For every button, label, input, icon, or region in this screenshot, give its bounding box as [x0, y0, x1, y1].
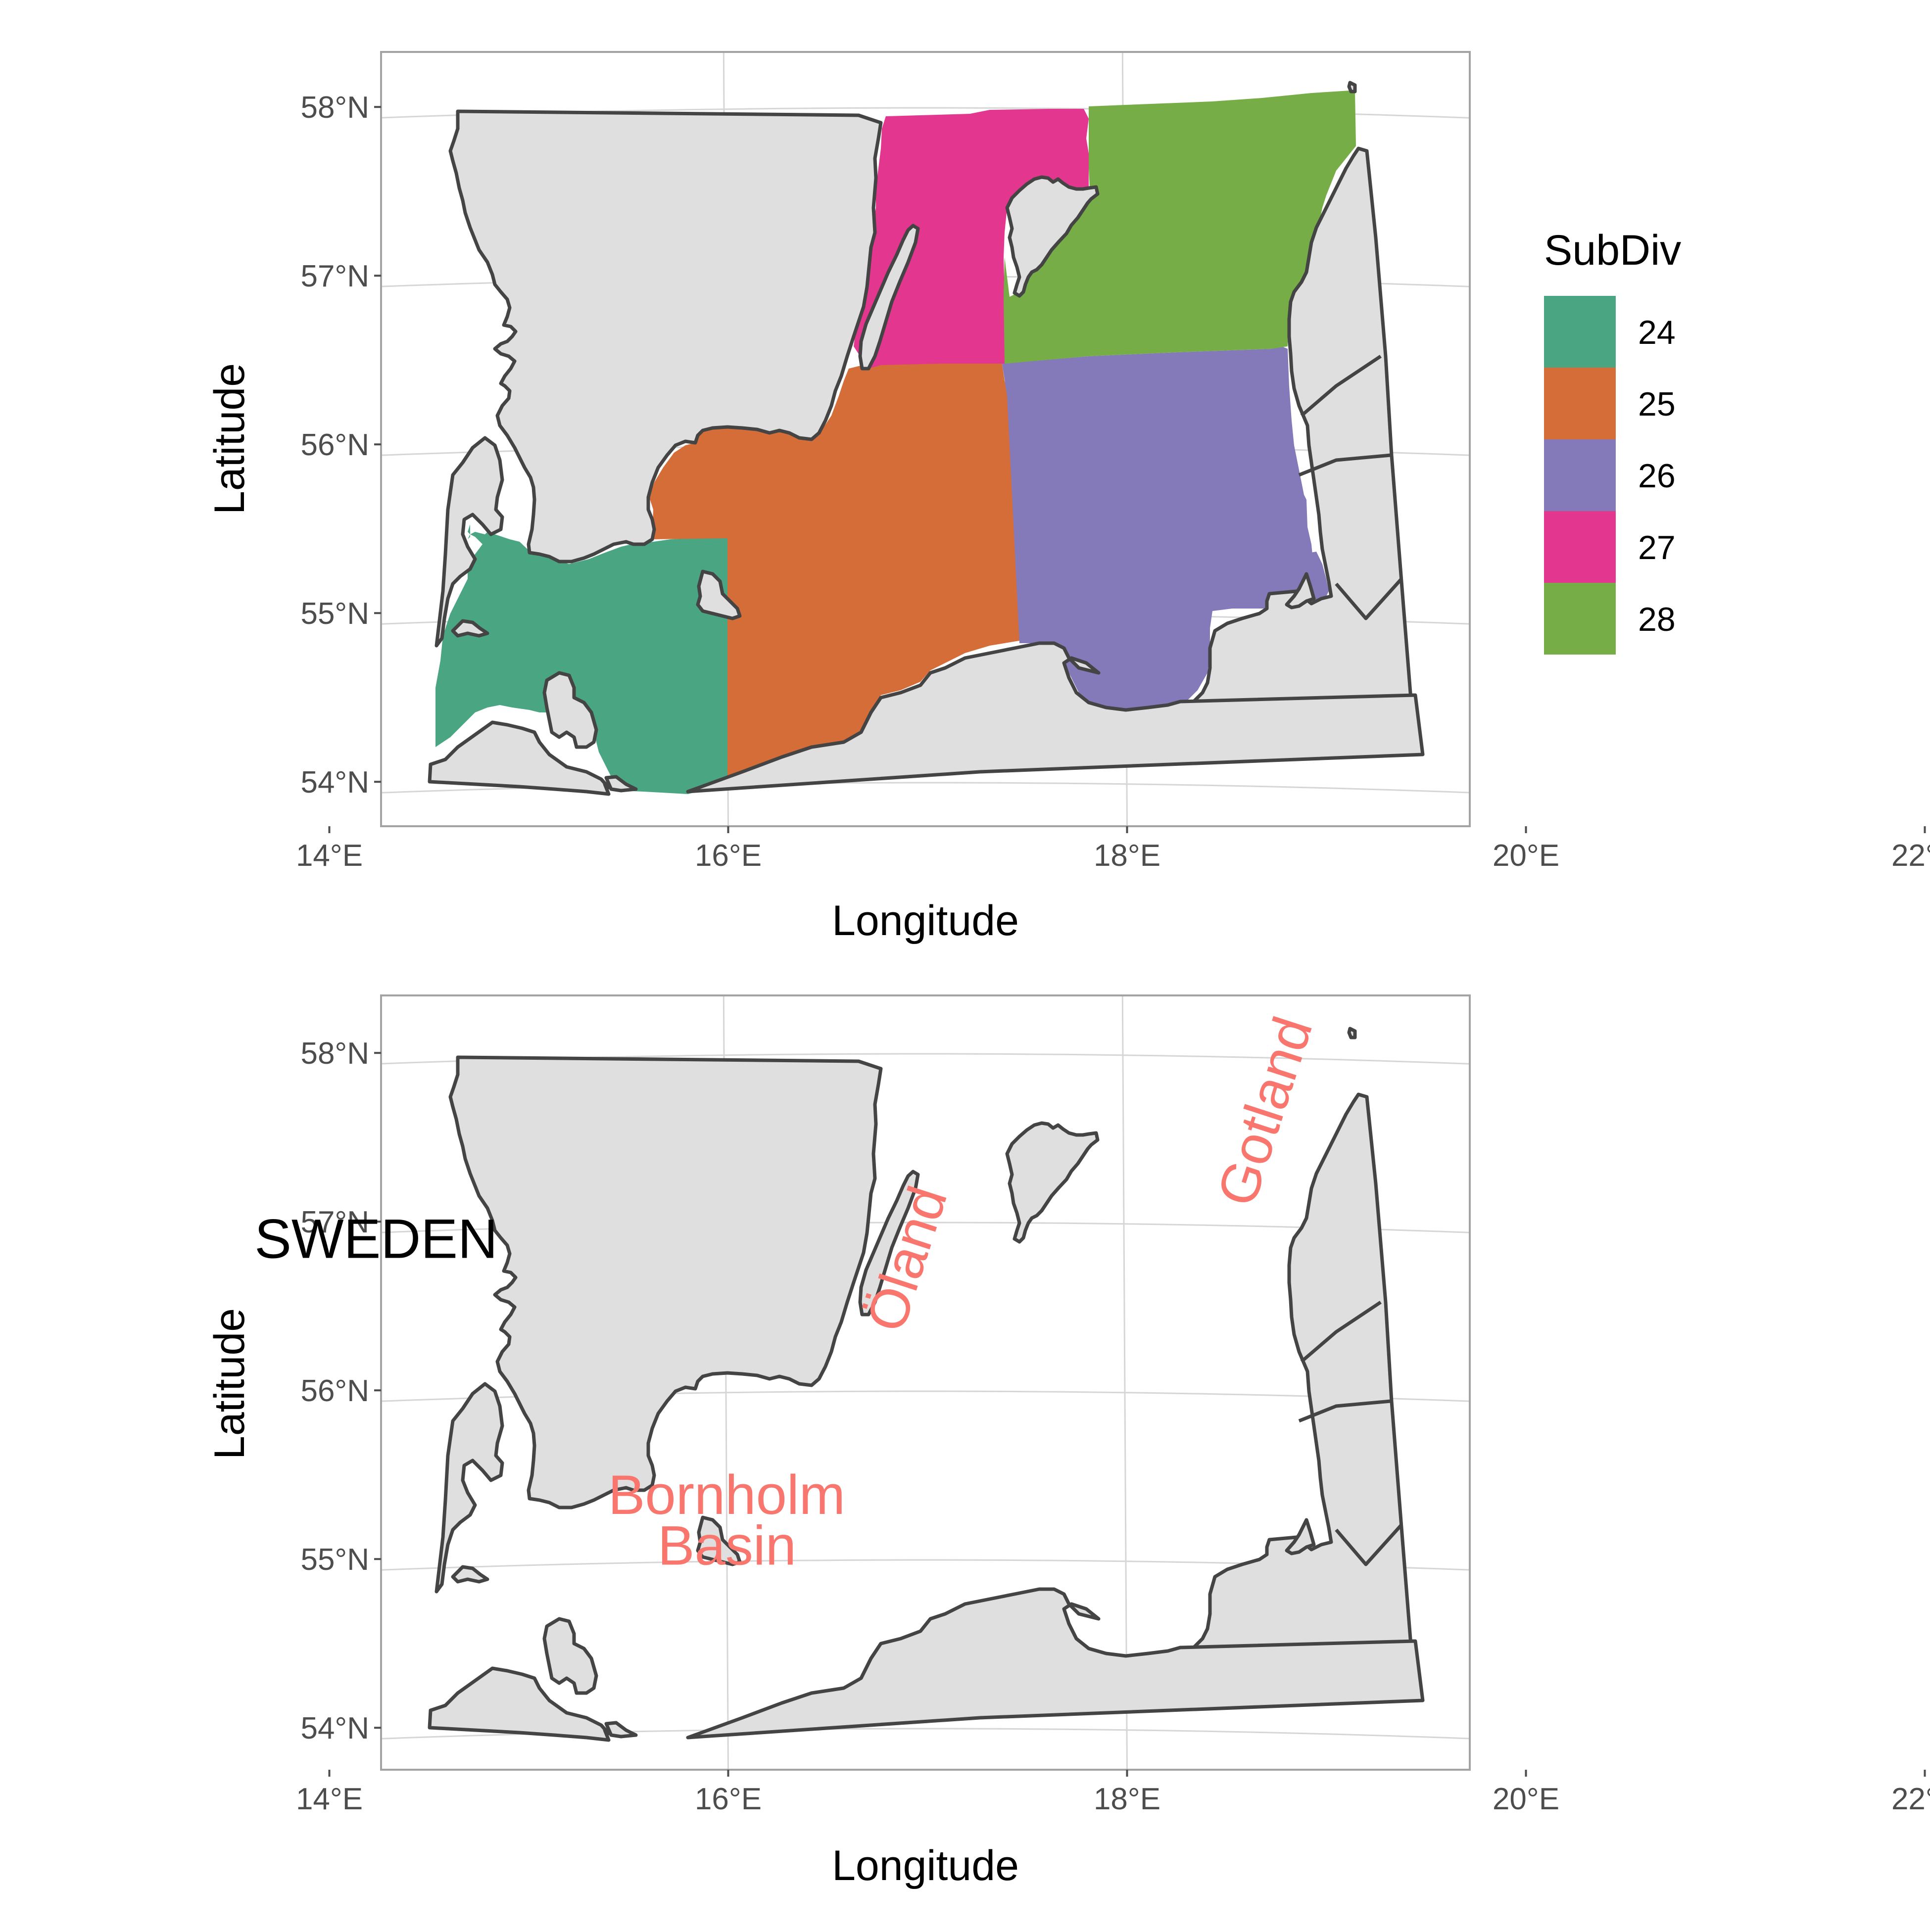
x-tick-label: 22°E	[1891, 1782, 1930, 1816]
x-tick-label: 14°E	[296, 1782, 363, 1816]
annotation-sweden: SWEDEN	[254, 1208, 498, 1270]
bottom-x-axis-title: Longitude	[832, 1842, 1019, 1889]
legend-key-24	[1544, 296, 1616, 368]
legend-label-28: 28	[1638, 601, 1676, 638]
x-tick-label: 20°E	[1493, 1782, 1559, 1816]
x-tick-label: 16°E	[695, 1782, 762, 1816]
legend-key-25	[1544, 368, 1616, 439]
legend-label-25: 25	[1638, 385, 1676, 423]
legend-label-27: 27	[1638, 529, 1676, 566]
y-tick-label: 54°N	[300, 765, 369, 800]
legend-label-24: 24	[1638, 314, 1676, 351]
annotation-basin: Basin	[658, 1515, 796, 1577]
x-tick-label: 20°E	[1493, 839, 1559, 873]
x-tick-label: 18°E	[1094, 1782, 1160, 1816]
meridian-line	[1920, 1020, 1925, 1830]
x-tick-label: 16°E	[695, 839, 762, 873]
x-tick-label: 18°E	[1094, 839, 1160, 873]
x-tick-label: 14°E	[296, 839, 363, 873]
parallel-line	[0, 1391, 1930, 1435]
y-tick-label: 56°N	[300, 1374, 369, 1408]
meridian-line	[1521, 998, 1526, 1808]
y-tick-label: 57°N	[300, 259, 369, 293]
y-tick-label: 56°N	[300, 428, 369, 462]
parallel-line	[0, 1054, 1930, 1097]
parallel-line	[0, 1560, 1930, 1603]
top-x-axis-title: Longitude	[832, 897, 1019, 944]
y-tick-label: 55°N	[300, 1543, 369, 1577]
y-tick-label: 58°N	[300, 1037, 369, 1071]
parallel-line	[0, 1729, 1930, 1772]
y-tick-label: 58°N	[300, 91, 369, 125]
y-tick-label: 54°N	[300, 1711, 369, 1745]
legend-title: SubDiv	[1544, 227, 1681, 274]
parallel-line	[0, 783, 1930, 826]
bottom-map-panel: 12°E14°E16°E18°E20°E22°E54°N55°N56°N57°N…	[0, 988, 1930, 1889]
legend-key-26	[1544, 439, 1616, 511]
annotation-gotland: Gotland	[1205, 1009, 1324, 1213]
legend-key-27	[1544, 511, 1616, 583]
legend-label-26: 26	[1638, 457, 1676, 495]
meridian-line	[1521, 52, 1526, 862]
subdiv-legend: SubDiv 24 25 26 27 28	[1544, 227, 1681, 655]
top-y-axis-title: Latitude	[206, 363, 253, 515]
bottom-y-axis-title: Latitude	[206, 1308, 253, 1460]
x-tick-label: 22°E	[1891, 839, 1930, 873]
top-map-panel: 12°E14°E16°E18°E20°E22°E54°N55°N56°N57°N…	[0, 42, 1930, 944]
y-tick-label: 55°N	[300, 597, 369, 631]
legend-key-28	[1544, 583, 1616, 655]
meridian-line	[1920, 74, 1925, 884]
